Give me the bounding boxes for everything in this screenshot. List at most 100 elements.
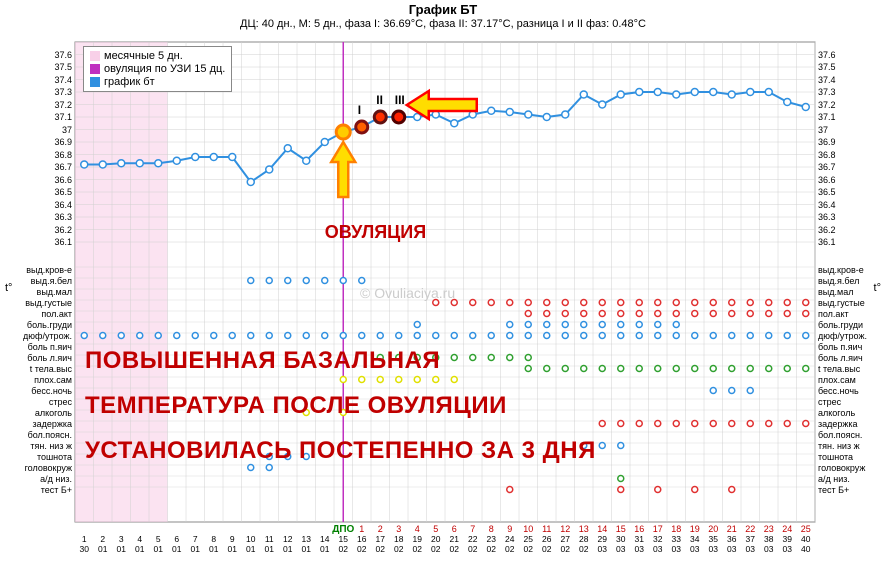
symptom-dot — [710, 311, 716, 317]
dpo-num: 9 — [507, 524, 512, 534]
row-label-right: бол.поясн. — [818, 430, 862, 440]
symptom-dot — [618, 300, 624, 306]
x-day-bot: 02 — [468, 544, 477, 554]
symptom-dot — [562, 366, 568, 372]
symptom-dot — [359, 377, 365, 383]
x-day-top: 3 — [119, 534, 124, 544]
bt-point — [691, 89, 698, 96]
dpo-num: 1 — [359, 524, 364, 534]
annotation-text: ТЕМПЕРАТУРА ПОСЛЕ ОВУЛЯЦИИ — [85, 392, 507, 420]
dpo-num: 2 — [378, 524, 383, 534]
row-label-right: выд.мал — [818, 287, 853, 297]
bt-point — [673, 91, 680, 98]
x-day-bot: 01 — [228, 544, 237, 554]
symptom-dot — [729, 388, 735, 394]
symptom-dot — [340, 377, 346, 383]
row-label-left: тошнота — [0, 452, 72, 462]
x-day-bot: 03 — [690, 544, 699, 554]
x-day-top: 7 — [193, 534, 198, 544]
x-day-top: 37 — [746, 534, 755, 544]
x-day-bot: 03 — [635, 544, 644, 554]
symptom-dot — [266, 465, 272, 471]
symptom-dot — [340, 278, 346, 284]
symptom-dot — [581, 333, 587, 339]
dpo-num: 24 — [782, 524, 792, 534]
x-day-top: 18 — [394, 534, 403, 544]
symptom-dot — [618, 322, 624, 328]
x-day-top: 4 — [137, 534, 142, 544]
symptom-dot — [747, 366, 753, 372]
symptom-dot — [174, 333, 180, 339]
symptom-dot — [673, 322, 679, 328]
symptom-dot — [525, 366, 531, 372]
symptom-dot — [211, 333, 217, 339]
symptom-dot — [803, 311, 809, 317]
symptom-dot — [710, 333, 716, 339]
dpo-num: 11 — [542, 524, 551, 534]
ytick-right: 37.4 — [818, 75, 836, 85]
row-label-right: боль л.яич — [818, 353, 863, 363]
symptom-dot — [488, 355, 494, 361]
symptom-dot — [544, 333, 550, 339]
row-label-left: выд.густые — [0, 298, 72, 308]
symptom-dot — [562, 311, 568, 317]
x-day-bot: 03 — [672, 544, 681, 554]
bt-point — [506, 109, 513, 116]
ytick-right: 36.3 — [818, 212, 836, 222]
row-label-left: боль л.яич — [0, 353, 72, 363]
dpo-num: 7 — [470, 524, 475, 534]
dpo-num: 3 — [396, 524, 401, 534]
x-day-bot: 01 — [246, 544, 255, 554]
roman-label: III — [395, 93, 405, 107]
symptom-dot — [618, 366, 624, 372]
dpo-num: 13 — [579, 524, 589, 534]
ytick-left: 36.1 — [0, 237, 72, 247]
dpo-num: 25 — [801, 524, 811, 534]
watermark: © Ovuliaciya.ru — [360, 285, 455, 301]
dpo-label: ДПО — [332, 524, 354, 535]
symptom-dot — [710, 366, 716, 372]
bt-point — [636, 89, 643, 96]
symptom-dot — [618, 443, 624, 449]
row-label-left: а/д низ. — [0, 474, 72, 484]
row-label-right: тошнота — [818, 452, 853, 462]
dpo-num: 5 — [433, 524, 438, 534]
ytick-right: 36.4 — [818, 200, 836, 210]
x-day-bot: 40 — [801, 544, 810, 554]
highlight-marker — [356, 121, 368, 133]
x-day-bot: 02 — [524, 544, 533, 554]
symptom-dot — [747, 388, 753, 394]
symptom-dot — [118, 333, 124, 339]
symptom-dot — [599, 443, 605, 449]
symptom-dot — [673, 421, 679, 427]
legend-text: овуляция по УЗИ 15 дц. — [104, 63, 225, 75]
x-day-top: 28 — [579, 534, 588, 544]
ytick-right: 37.5 — [818, 62, 836, 72]
symptom-dot — [581, 300, 587, 306]
ytick-right: 37.6 — [818, 50, 836, 60]
x-day-top: 32 — [653, 534, 662, 544]
legend-text: график бт — [104, 76, 155, 88]
symptom-dot — [692, 333, 698, 339]
highlight-marker — [336, 125, 350, 139]
roman-label: I — [358, 103, 361, 117]
row-label-right: боль п.яич — [818, 342, 862, 352]
bt-point — [210, 154, 217, 161]
ytick-right: 36.7 — [818, 162, 836, 172]
symptom-dot — [137, 333, 143, 339]
ytick-left: 36.6 — [0, 175, 72, 185]
ytick-right: 37 — [818, 125, 828, 135]
row-label-right: t тела.выс — [818, 364, 860, 374]
symptom-dot — [729, 366, 735, 372]
x-day-top: 2 — [100, 534, 105, 544]
symptom-dot — [396, 333, 402, 339]
x-day-top: 38 — [764, 534, 773, 544]
symptom-dot — [340, 333, 346, 339]
symptom-dot — [507, 322, 513, 328]
symptom-dot — [636, 421, 642, 427]
symptom-dot — [433, 377, 439, 383]
row-label-right: плох.сам — [818, 375, 856, 385]
symptom-dot — [673, 333, 679, 339]
x-day-top: 17 — [376, 534, 385, 544]
dpo-num: 8 — [489, 524, 494, 534]
